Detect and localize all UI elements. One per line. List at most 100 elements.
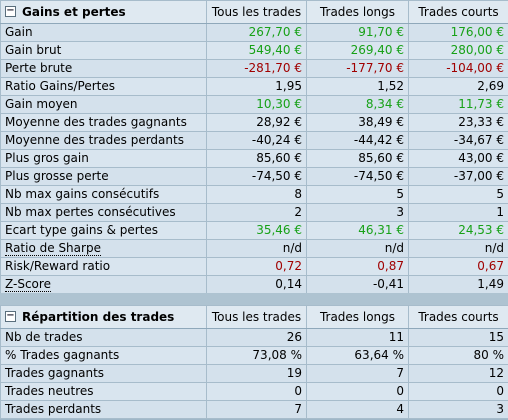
cell-long: 7: [306, 364, 409, 383]
cell-short: 24,53 €: [408, 221, 508, 240]
cell-all: 267,70 €: [206, 23, 307, 42]
column-header-all[interactable]: Tous les trades: [206, 0, 307, 24]
cell-long: 3: [306, 203, 409, 222]
table-row: Gain brut 549,40 €269,40 €280,00 €: [0, 41, 508, 60]
table-row: Risk/Reward ratio 0,72 0,87 0,67: [0, 257, 508, 276]
row-label: Risk/Reward ratio: [0, 257, 207, 276]
cell-short: -104,00 €: [408, 59, 508, 78]
row-label: Gain brut: [0, 41, 207, 60]
row-label: Ecart type gains & pertes: [0, 221, 207, 240]
table-row: Nb max gains consécutifs 8 5 5: [0, 185, 508, 204]
row-label-text: Trades neutres: [5, 384, 94, 398]
row-label-text: Z-Score: [5, 277, 51, 292]
row-label-text: Ecart type gains & pertes: [5, 223, 159, 237]
cell-long: 1,52: [306, 77, 409, 96]
row-label: Nb de trades: [0, 328, 207, 347]
row-label-text: Gain brut: [5, 43, 62, 57]
row-label[interactable]: Z-Score: [0, 275, 207, 294]
gains-pertes-table: − Gains et pertes Tous les trades Trades …: [0, 0, 508, 294]
row-label: Nb max pertes consécutives: [0, 203, 207, 222]
cell-short: -37,00 €: [408, 167, 508, 186]
cell-short: 11,73 €: [408, 95, 508, 114]
column-header-all[interactable]: Tous les trades: [206, 305, 307, 329]
cell-long: 91,70 €: [306, 23, 409, 42]
cell-all: n/d: [206, 239, 307, 258]
section-title: Gains et pertes: [22, 5, 126, 19]
cell-all: 10,30 €: [206, 95, 307, 114]
cell-short: 0,67: [408, 257, 508, 276]
row-label: Nb max gains consécutifs: [0, 185, 207, 204]
cell-long: 8,34 €: [306, 95, 409, 114]
cell-long: 85,60 €: [306, 149, 409, 168]
table-row: Gain 267,70 €91,70 €176,00 €: [0, 23, 508, 42]
row-label-text: Nb de trades: [5, 330, 83, 344]
section-divider: [0, 293, 508, 305]
cell-all: 26: [206, 328, 307, 347]
cell-all: 0,72: [206, 257, 307, 276]
cell-short: 2,69: [408, 77, 508, 96]
cell-short: 23,33 €: [408, 113, 508, 132]
cell-all: 85,60 €: [206, 149, 307, 168]
cell-long: 5: [306, 185, 409, 204]
row-label-text: Gain: [5, 25, 33, 39]
table-row: Plus grosse perte -74,50 € -74,50 € -37,00 …: [0, 167, 508, 186]
table-row: Nb max pertes consécutives 2 3 1: [0, 203, 508, 222]
row-label-text: Risk/Reward ratio: [5, 259, 111, 273]
section-header-row: − Gains et pertes Tous les trades Trades …: [0, 0, 508, 24]
column-header-long[interactable]: Trades longs: [306, 0, 409, 24]
cell-short: n/d: [408, 239, 508, 258]
row-label: Perte brute: [0, 59, 207, 78]
cell-short: -34,67 €: [408, 131, 508, 150]
cell-short: 1,49: [408, 275, 508, 294]
row-label: Ratio Gains/Pertes: [0, 77, 207, 96]
cell-all: 0: [206, 382, 307, 401]
collapse-icon[interactable]: −: [5, 5, 16, 17]
cell-all: 2: [206, 203, 307, 222]
cell-all: 73,08 %: [206, 346, 307, 365]
cell-long: 0: [306, 382, 409, 401]
table-row: % Trades gagnants 73,08 % 63,64 % 80 %: [0, 346, 508, 365]
cell-short: 12: [408, 364, 508, 383]
column-header-short[interactable]: Trades courts: [408, 305, 508, 329]
cell-long: 4: [306, 400, 409, 419]
cell-long: -74,50 €: [306, 167, 409, 186]
cell-short: 43,00 €: [408, 149, 508, 168]
cell-long: 0,87: [306, 257, 409, 276]
row-label-text: Perte brute: [5, 61, 73, 75]
table-row: Plus gros gain 85,60 €85,60 €43,00 €: [0, 149, 508, 168]
cell-short: 176,00 €: [408, 23, 508, 42]
row-label-text: Ratio Gains/Pertes: [5, 79, 115, 93]
repartition-trades-table: − Répartition des trades Tous les trades …: [0, 305, 508, 419]
row-label-text: Plus grosse perte: [5, 169, 109, 183]
row-label-text: Nb max gains consécutifs: [5, 187, 160, 201]
row-label: Plus gros gain: [0, 149, 207, 168]
column-header-long[interactable]: Trades longs: [306, 305, 409, 329]
section-header-row: − Répartition des trades Tous les trades …: [0, 305, 508, 329]
cell-short: 3: [408, 400, 508, 419]
table-row: Ratio Gains/Pertes 1,95 1,52 2,69: [0, 77, 508, 96]
row-label-text: Gain moyen: [5, 97, 78, 111]
column-header-short[interactable]: Trades courts: [408, 0, 508, 24]
row-label-text: Trades perdants: [5, 402, 102, 416]
cell-all: 0,14: [206, 275, 307, 294]
cell-all: 19: [206, 364, 307, 383]
table-row: Ecart type gains & pertes 35,46 €46,31 €2…: [0, 221, 508, 240]
row-label: Plus grosse perte: [0, 167, 207, 186]
row-label: % Trades gagnants: [0, 346, 207, 365]
row-label[interactable]: Ratio de Sharpe: [0, 239, 207, 258]
row-label-text: Nb max pertes consécutives: [5, 205, 176, 219]
row-label-text: Plus gros gain: [5, 151, 89, 165]
table-row: Z-Score 0,14 -0,41 1,49: [0, 275, 508, 294]
row-label-text: % Trades gagnants: [5, 348, 120, 362]
row-label: Trades perdants: [0, 400, 207, 419]
section-title: Répartition des trades: [22, 310, 175, 324]
collapse-icon[interactable]: −: [5, 310, 16, 322]
row-label: Trades neutres: [0, 382, 207, 401]
row-label: Moyenne des trades gagnants: [0, 113, 207, 132]
row-label: Gain moyen: [0, 95, 207, 114]
cell-long: -44,42 €: [306, 131, 409, 150]
table-row: Trades neutres 0 0 0: [0, 382, 508, 401]
cell-long: 269,40 €: [306, 41, 409, 60]
cell-short: 1: [408, 203, 508, 222]
table-row: Moyenne des trades perdants -40,24 € -44,4…: [0, 131, 508, 150]
